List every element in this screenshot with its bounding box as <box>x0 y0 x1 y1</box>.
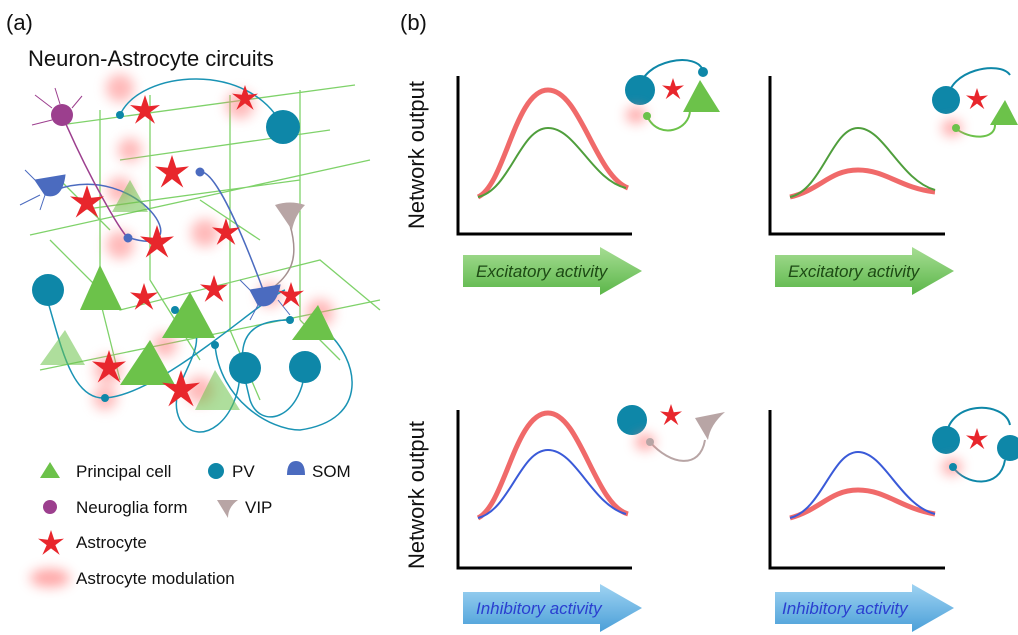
x-axis-label: Inhibitory activity <box>476 599 603 618</box>
shape <box>191 219 219 247</box>
y-axis-label: Network output <box>404 421 429 569</box>
legend-label: Astrocyte modulation <box>76 569 235 588</box>
legend-label: PV <box>232 462 255 481</box>
plot: Inhibitory activity <box>458 404 725 632</box>
shape <box>932 426 960 454</box>
shape <box>171 306 179 314</box>
astrocyte-curve <box>790 170 935 197</box>
legend-icon <box>287 461 305 475</box>
x-axis-label: Inhibitory activity <box>782 599 909 618</box>
shape <box>949 463 957 471</box>
plot: Excitatory activity <box>458 60 720 295</box>
shape <box>997 435 1018 461</box>
circuit-icon <box>617 404 725 461</box>
neuroglia <box>32 88 82 126</box>
legend-label: Neuroglia form <box>76 498 188 517</box>
shape <box>155 155 189 188</box>
figure: (a) Neuron-Astrocyte circuits <box>0 0 1018 635</box>
legend-label: VIP <box>245 498 272 517</box>
legend-icon <box>43 500 57 514</box>
y-axis-label: Network output <box>404 81 429 229</box>
axes <box>770 76 945 234</box>
shape <box>683 80 720 112</box>
plot: Inhibitory activity <box>770 408 1018 632</box>
circuit-icon <box>932 68 1018 137</box>
shape <box>118 138 142 162</box>
shape <box>40 330 85 365</box>
legend-label: Astrocyte <box>76 533 147 552</box>
axes <box>458 76 632 234</box>
plot: Excitatory activity <box>770 68 1018 295</box>
shape <box>229 352 261 384</box>
legend-label: Principal cell <box>76 462 171 481</box>
shape <box>116 111 124 119</box>
shape <box>646 438 654 446</box>
shape <box>62 115 128 238</box>
shape <box>211 341 219 349</box>
shape <box>643 112 651 120</box>
shape <box>990 100 1018 125</box>
shape <box>648 110 690 130</box>
shape <box>966 88 988 109</box>
shape <box>270 225 294 290</box>
shape <box>32 274 64 306</box>
legend-icon <box>38 530 64 555</box>
shape <box>286 316 294 324</box>
shape <box>952 124 960 132</box>
legend-icon <box>208 463 224 479</box>
panel-label: (b) <box>400 10 427 35</box>
x-axis-label: Excitatory activity <box>788 262 921 281</box>
shape <box>650 440 705 461</box>
circuit-icon <box>625 60 720 130</box>
shape <box>80 265 122 310</box>
circuit-icon <box>932 408 1018 482</box>
panel-title: Neuron-Astrocyte circuits <box>28 46 274 71</box>
shape <box>289 351 321 383</box>
shape <box>626 107 646 123</box>
shape <box>35 175 65 196</box>
shape <box>966 428 988 449</box>
shape <box>106 74 134 102</box>
axes <box>458 410 632 568</box>
circuit-illustration <box>20 74 380 432</box>
shape <box>698 67 708 77</box>
legend-icon <box>30 569 70 587</box>
x-axis-label: Excitatory activity <box>476 262 609 281</box>
shape <box>130 95 160 124</box>
shape <box>266 110 300 144</box>
shape <box>51 104 73 126</box>
legend-label: SOM <box>312 462 351 481</box>
panel-label: (a) <box>6 10 33 35</box>
legend-icon <box>40 462 60 478</box>
shape <box>617 405 647 435</box>
shape <box>101 394 109 402</box>
shape <box>662 78 684 99</box>
shape <box>660 404 682 425</box>
legend-icon <box>217 500 238 518</box>
shape <box>625 75 655 105</box>
shape <box>196 168 204 176</box>
shape <box>932 86 960 114</box>
shape <box>124 234 132 242</box>
legend: Principal cell PV SOM Neuroglia form VIP… <box>30 461 351 588</box>
shape <box>695 412 725 440</box>
